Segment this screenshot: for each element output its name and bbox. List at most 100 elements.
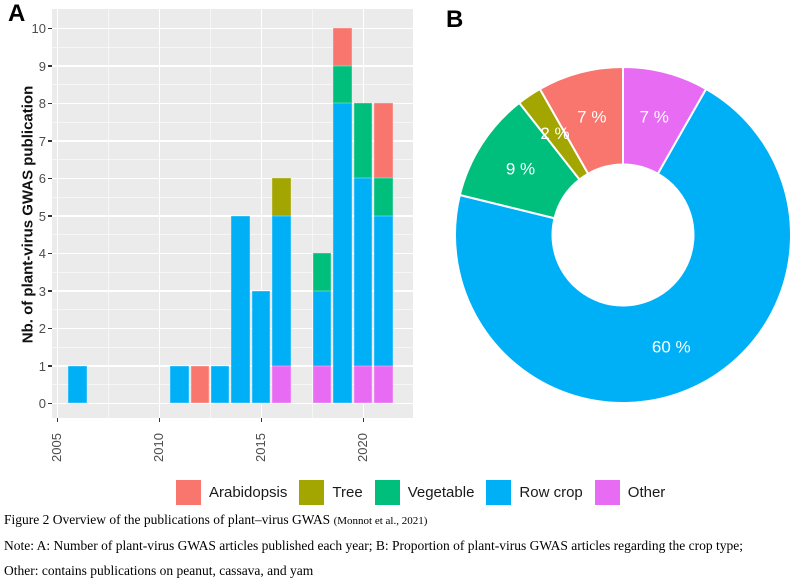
y-axis-tick-label: 8 <box>38 96 46 111</box>
donut-slice-label: 7 % <box>640 108 669 127</box>
panel-b-label: B <box>446 6 464 33</box>
x-axis-tick-label: 2015 <box>253 433 268 462</box>
x-axis-tick-label: 2020 <box>355 433 370 462</box>
x-axis-tickmark <box>362 418 364 422</box>
y-axis-tickmark <box>48 215 52 217</box>
legend-item-vegetable: Vegetable <box>374 480 475 505</box>
y-axis-tick-label: 1 <box>38 358 46 374</box>
legend-swatch-arabidopsis <box>176 480 201 505</box>
bar-segment-vegetable <box>374 178 393 216</box>
legend-label: Arabidopsis <box>209 484 288 501</box>
minor-gridline-horizontal <box>52 196 413 198</box>
caption-citation: (Monnot et al., 2021) <box>333 515 428 527</box>
y-axis-tick-label: 7 <box>38 133 46 149</box>
major-gridline-horizontal <box>52 177 413 179</box>
y-axis-tickmark <box>48 65 52 67</box>
caption-line-1: Figure 2 Overview of the publications of… <box>4 512 427 528</box>
donut-slice-row-crop <box>454 87 792 404</box>
y-axis-tickmark <box>48 402 52 404</box>
x-axis-tickmark <box>56 418 58 422</box>
y-axis-tickmark <box>48 365 52 367</box>
bar-segment-other <box>353 365 373 403</box>
donut-svg: 7 % 60 % 9 % 2 % 7 % <box>454 66 792 404</box>
bar-segment-arabidopsis <box>374 103 393 178</box>
y-axis-tickmark <box>48 140 52 142</box>
bar-segment-arabidopsis <box>333 28 352 66</box>
legend-label: Other <box>627 484 666 501</box>
bar-segment-vegetable <box>333 65 352 103</box>
bar-segment-row-crop <box>251 290 271 403</box>
legend-label: Row crop <box>519 484 583 501</box>
y-axis-tick-label: 2 <box>38 321 46 336</box>
legend-item-other: Other <box>594 480 666 505</box>
major-gridline-vertical <box>158 9 160 418</box>
x-axis-tick-label: 2010 <box>151 433 166 462</box>
donut-slice-label: 2 % <box>540 124 569 143</box>
donut-slice-arabidopsis <box>538 66 624 175</box>
y-axis-tick-label: 10 <box>31 21 46 36</box>
bar-segment-other <box>272 365 291 403</box>
bar-segment-vegetable <box>353 103 373 178</box>
bar-segment-arabidopsis <box>190 365 210 403</box>
legend-swatch-tree <box>299 480 325 505</box>
bar-segment-row-crop <box>312 290 332 366</box>
minor-gridline-vertical <box>210 9 211 418</box>
legend-swatch-vegetable <box>374 480 400 505</box>
bar-segment-row-crop <box>68 365 87 403</box>
minor-gridline-vertical <box>312 9 313 418</box>
bar-segment-row-crop <box>333 103 352 403</box>
legend: Arabidopsis Tree Vegetable Row crop Other <box>176 480 665 505</box>
major-gridline-horizontal <box>52 402 413 404</box>
major-gridline-horizontal <box>52 140 413 142</box>
caption-line-2: Note: A: Number of plant-virus GWAS arti… <box>4 538 743 553</box>
minor-gridline-horizontal <box>52 46 413 48</box>
y-axis-tick-label: 3 <box>38 283 46 299</box>
major-gridline-horizontal <box>52 102 413 104</box>
bar-segment-row-crop <box>170 365 189 403</box>
donut-slice-label: 60 % <box>652 338 691 357</box>
major-gridline-vertical <box>56 9 58 418</box>
donut-slice-label: 9 % <box>506 159 535 178</box>
y-axis-tick-label: 9 <box>38 58 46 74</box>
bar-segment-other <box>312 365 332 403</box>
x-axis-tickmark <box>158 418 160 422</box>
bar-segment-row-crop <box>210 365 230 403</box>
minor-gridline-vertical <box>108 9 109 418</box>
legend-label: Tree <box>332 484 363 501</box>
bar-segment-other <box>374 365 393 403</box>
bar-segment-tree <box>272 178 291 216</box>
y-axis-tickmark <box>48 252 52 254</box>
panel-a-label: A <box>8 0 26 27</box>
y-axis-tickmark <box>48 327 52 329</box>
caption-line-3: Other: contains publications on peanut, … <box>4 563 314 578</box>
minor-gridline-horizontal <box>52 121 413 123</box>
legend-item-row-crop: Row crop <box>486 480 583 505</box>
major-gridline-horizontal <box>52 65 413 67</box>
legend-swatch-row-crop <box>486 480 512 505</box>
minor-gridline-horizontal <box>52 159 413 161</box>
caption-figure-text: Figure 2 Overview of the publications of… <box>4 512 334 527</box>
bar-segment-row-crop <box>374 215 393 366</box>
bar-segment-vegetable <box>312 253 332 291</box>
bar-segment-row-crop <box>353 178 373 366</box>
y-axis-tick-label: 6 <box>38 171 46 186</box>
y-axis-tickmark <box>48 102 52 104</box>
bar-segment-row-crop <box>231 215 250 403</box>
y-axis-tickmark <box>48 290 52 292</box>
y-axis-tick-label: 4 <box>38 246 46 261</box>
bar-segment-row-crop <box>272 215 291 366</box>
x-axis-tickmark <box>260 418 262 422</box>
legend-label: Vegetable <box>407 484 475 501</box>
legend-item-arabidopsis: Arabidopsis <box>176 480 287 505</box>
y-axis-tickmark <box>48 27 52 29</box>
minor-gridline-horizontal <box>52 84 413 86</box>
legend-item-tree: Tree <box>299 480 363 505</box>
major-gridline-vertical <box>260 9 262 418</box>
legend-swatch-other <box>594 480 620 505</box>
donut-slice-label: 7 % <box>577 108 606 127</box>
y-axis-tick-label: 5 <box>38 208 46 224</box>
donut-chart: 7 % 60 % 9 % 2 % 7 % <box>440 20 800 420</box>
major-gridline-horizontal <box>52 27 413 29</box>
y-axis-tick-label: 0 <box>38 396 46 411</box>
